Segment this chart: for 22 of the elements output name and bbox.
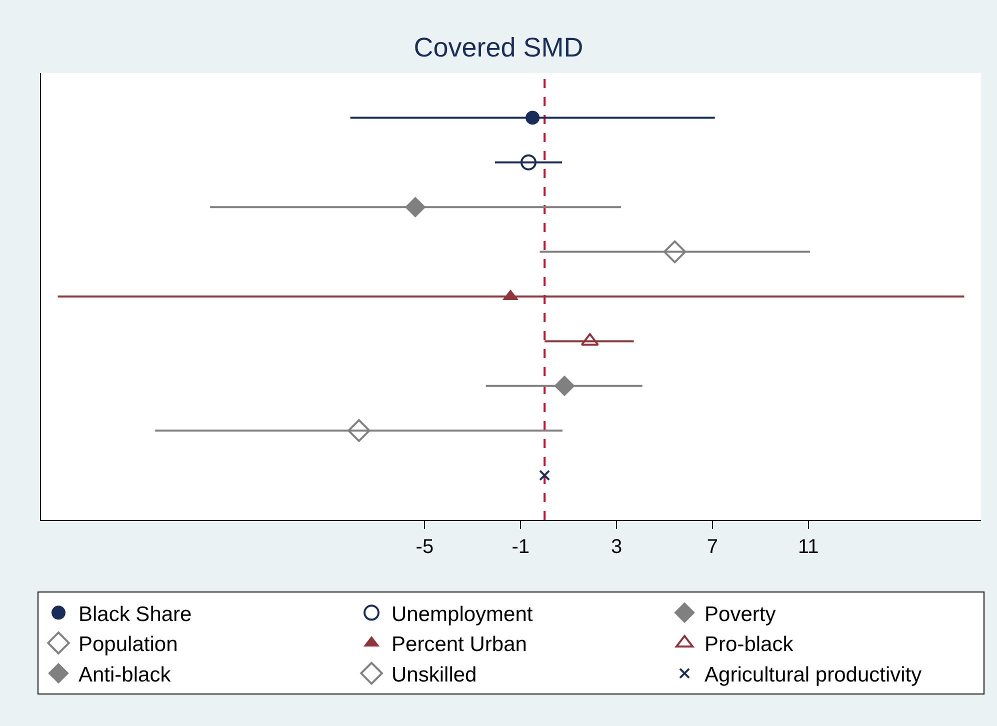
point <box>554 376 575 396</box>
legend-label: Anti-black <box>78 663 172 686</box>
legend-label: Poverty <box>704 602 776 626</box>
chart-title: Covered SMD <box>414 32 584 63</box>
x-tick-label: -5 <box>416 536 434 558</box>
point <box>404 196 426 218</box>
point <box>526 110 540 125</box>
legend-label: Black Share <box>78 602 192 626</box>
legend-label: Population <box>78 633 178 656</box>
x-tick-label: 11 <box>798 536 819 558</box>
point <box>520 154 537 170</box>
x-tick-label: -1 <box>512 536 530 558</box>
legend-label: Unskilled <box>392 663 477 686</box>
point <box>539 470 550 481</box>
x-tick-label: 3 <box>610 536 622 558</box>
legend-label: Agricultural productivity <box>704 663 922 686</box>
point <box>663 240 686 264</box>
point <box>348 419 370 442</box>
legend-label: Percent Urban <box>392 633 527 656</box>
legend-label: Pro-black <box>704 633 794 656</box>
x-tick-label: 7 <box>706 536 718 558</box>
legend-label: Unemployment <box>392 602 533 626</box>
